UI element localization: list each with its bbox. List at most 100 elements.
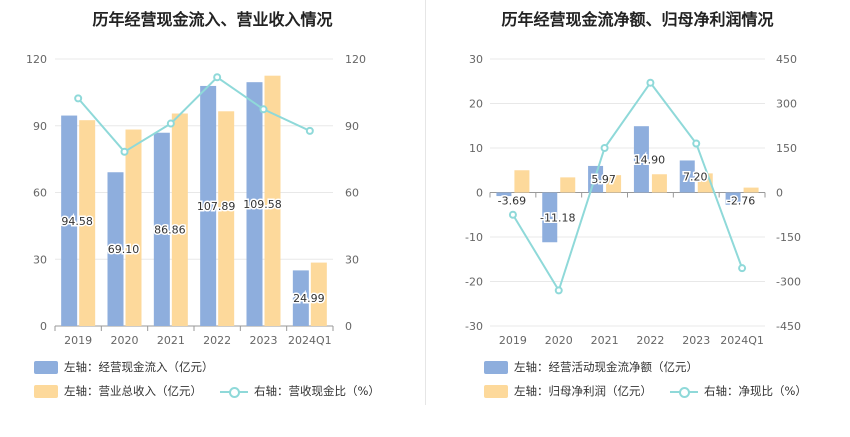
bar (725, 192, 741, 205)
x-tick-label: 2021 (157, 334, 185, 347)
x-tick-label: 2024Q1 (288, 334, 332, 347)
line-point (74, 94, 83, 103)
y-left-tick-label: 0 (476, 187, 483, 200)
chart-title: 历年经营现金流入、营业收入情况 (92, 10, 333, 29)
legend-line-marker (670, 385, 698, 398)
bar (606, 175, 622, 193)
y-left-tick-label: 60 (33, 187, 47, 200)
line-point (305, 126, 314, 135)
y-left-tick-label: 20 (469, 98, 483, 111)
data-label: 109.58 (243, 198, 282, 211)
y-right-tick-label: 120 (345, 53, 366, 66)
bar (125, 129, 142, 326)
y-right-tick-label: 90 (345, 120, 359, 133)
bar (153, 132, 170, 326)
bar (200, 85, 217, 326)
data-label: 86.86 (154, 223, 186, 236)
legend-row-1: 左轴：经营活动现金流净额（亿元） (484, 359, 716, 375)
legend-swatch (484, 384, 508, 398)
legend-swatch (34, 360, 58, 374)
legend-row-2: 左轴：归母净利润（亿元） 右轴：净现比（%） (484, 383, 825, 399)
chart-left: 0 30 60 90 120 0 30 60 90 120 2019 2020 2021 2022 2023… (26, 53, 366, 347)
data-label: 7.20 (683, 170, 708, 183)
y-right-tick-label: 300 (776, 98, 797, 111)
x-tick-label: 2022 (636, 334, 664, 347)
bar (679, 160, 695, 193)
line-point (508, 210, 517, 219)
panel-divider (425, 0, 426, 405)
y-left-tick-label: -30 (465, 320, 483, 333)
y-left-tick-label: 120 (26, 53, 47, 66)
x-tick-label: 2019 (499, 334, 527, 347)
x-tick-label: 2022 (203, 334, 231, 347)
line-point (646, 78, 655, 87)
legend-label: 右轴：营收现金比（%） (254, 384, 380, 398)
legend-item-inflow[interactable]: 左轴：经营现金流入（亿元） (34, 359, 214, 375)
x-tick-label: 2020 (545, 334, 573, 347)
legend-row-1: 左轴：经营现金流入（亿元） (34, 359, 232, 375)
x-tick-label: 2023 (250, 334, 278, 347)
chart-panel-right: 历年经营现金流净额、归母净利润情况 -30 -20 -10 0 10 20 30 -450 -3… (425, 0, 850, 437)
y-left-tick-label: 30 (33, 253, 47, 266)
x-tick-label: 2019 (64, 334, 92, 347)
y-right-tick-label: -150 (776, 231, 801, 244)
line-point (213, 73, 222, 82)
bar (743, 187, 759, 193)
data-label: 107.89 (197, 200, 236, 213)
y-left-tick-label: -20 (465, 276, 483, 289)
legend-label: 左轴：归母净利润（亿元） (514, 384, 652, 398)
line-point (600, 144, 609, 152)
line-point (554, 286, 563, 295)
y-left-tick-label: -10 (465, 231, 483, 244)
legend-item-net-profit[interactable]: 左轴：归母净利润（亿元） (484, 383, 652, 399)
data-label: -11.18 (540, 211, 575, 224)
y-left-tick-label: 30 (469, 53, 483, 66)
legend-item-net-cashflow[interactable]: 左轴：经营活动现金流净额（亿元） (484, 359, 698, 375)
legend-item-revenue[interactable]: 左轴：营业总收入（亿元） (34, 383, 202, 399)
legend-item-cash-ratio[interactable]: 右轴：净现比（%） (670, 383, 807, 399)
bar (292, 270, 309, 326)
data-label: 5.97 (591, 173, 616, 186)
bar (218, 111, 235, 326)
line-point (166, 119, 175, 128)
line-point (692, 139, 701, 148)
legend-swatch (484, 360, 508, 374)
legend-line-marker (220, 385, 248, 398)
y-right-tick-label: -300 (776, 276, 801, 289)
legend-label: 右轴：净现比（%） (704, 384, 807, 398)
line-point (259, 105, 268, 114)
bar (107, 172, 124, 326)
x-tick-label: 2023 (682, 334, 710, 347)
bar (264, 75, 281, 326)
data-label: -2.76 (727, 195, 755, 208)
legend-label: 左轴：经营现金流入（亿元） (64, 360, 214, 374)
bar (560, 177, 576, 193)
data-label: 69.10 (108, 243, 140, 256)
y-right-tick-label: 150 (776, 142, 797, 155)
legend-swatch (34, 384, 58, 398)
line-series (77, 75, 311, 154)
bar (171, 113, 188, 326)
data-label: -3.69 (498, 195, 526, 208)
bar (246, 82, 263, 326)
line-series (512, 81, 744, 293)
bar (542, 192, 558, 243)
y-right-tick-label: 60 (345, 187, 359, 200)
data-label: 14.90 (634, 153, 666, 166)
bar (651, 174, 667, 193)
legend-row-2: 左轴：营业总收入（亿元） 右轴：营收现金比（%） (34, 383, 398, 399)
y-right-tick-label: 0 (345, 320, 352, 333)
x-tick-label: 2021 (591, 334, 619, 347)
chart-right: -30 -20 -10 0 10 20 30 -450 -300 -150 0 150 300 450 20… (465, 53, 801, 347)
y-left-tick-label: 10 (469, 142, 483, 155)
data-label: 94.58 (61, 215, 93, 228)
bar (61, 115, 78, 326)
bar (310, 262, 327, 326)
legend-item-ratio[interactable]: 右轴：营收现金比（%） (220, 383, 380, 399)
bar (496, 192, 512, 197)
y-left-tick-label: 90 (33, 120, 47, 133)
x-tick-label: 2020 (111, 334, 139, 347)
y-right-tick-label: 450 (776, 53, 797, 66)
y-right-tick-label: 0 (776, 187, 783, 200)
data-label: 24.99 (293, 292, 325, 305)
